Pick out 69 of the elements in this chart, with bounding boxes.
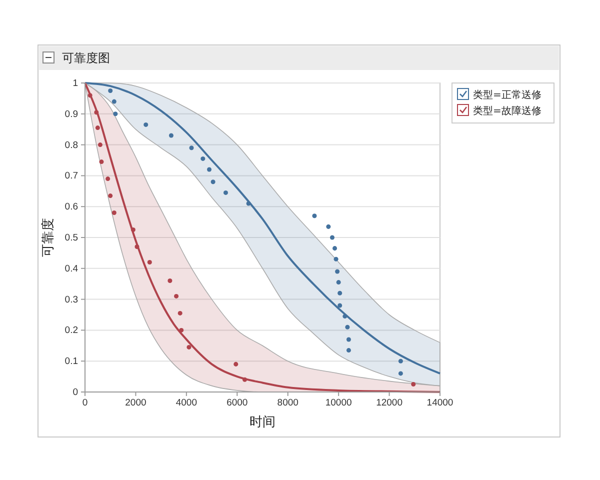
point bbox=[95, 126, 100, 130]
point bbox=[335, 269, 340, 274]
point bbox=[108, 194, 113, 198]
y-tick-label: 0.8 bbox=[64, 140, 78, 151]
x-tick-label: 4000 bbox=[176, 398, 197, 409]
x-tick-label: 12000 bbox=[376, 398, 402, 409]
point bbox=[174, 294, 179, 298]
y-tick-label: 0.3 bbox=[64, 294, 78, 306]
x-tick-label: 6000 bbox=[226, 398, 248, 409]
point bbox=[334, 256, 338, 262]
point bbox=[88, 93, 92, 98]
point bbox=[178, 310, 182, 316]
y-tick-label: 0.2 bbox=[64, 325, 78, 336]
point bbox=[200, 156, 206, 161]
point bbox=[168, 133, 174, 138]
point bbox=[147, 260, 152, 264]
x-axis-title: 时间 bbox=[250, 415, 276, 430]
x-tick-label: 0 bbox=[82, 398, 88, 409]
y-tick-label: 0.6 bbox=[64, 202, 78, 213]
point bbox=[246, 201, 251, 206]
point bbox=[168, 278, 172, 284]
point bbox=[342, 314, 348, 319]
point bbox=[94, 110, 99, 115]
x-tick-label: 2000 bbox=[125, 398, 146, 409]
point bbox=[206, 167, 212, 172]
point bbox=[242, 377, 248, 382]
point bbox=[134, 244, 140, 250]
point bbox=[346, 337, 351, 342]
point bbox=[108, 88, 113, 93]
point bbox=[338, 290, 342, 296]
point bbox=[186, 344, 192, 350]
x-tick-label: 8000 bbox=[277, 398, 298, 409]
point bbox=[234, 362, 238, 366]
x-tick-label: 14000 bbox=[426, 398, 454, 409]
point bbox=[330, 235, 334, 240]
point bbox=[189, 146, 194, 150]
point bbox=[112, 99, 116, 104]
point bbox=[112, 210, 116, 216]
point bbox=[332, 246, 338, 251]
legend-label: 类型=故障送修 bbox=[473, 105, 542, 117]
point bbox=[345, 324, 350, 330]
point bbox=[179, 328, 184, 332]
y-tick-label: 0.4 bbox=[64, 263, 78, 274]
x-tick-label: 10000 bbox=[325, 398, 352, 409]
point bbox=[326, 224, 331, 229]
point bbox=[144, 122, 148, 127]
chart-title: 可靠度图 bbox=[62, 51, 110, 65]
y-tick-label: 1 bbox=[72, 78, 78, 90]
point bbox=[223, 190, 228, 195]
y-tick-label: 0.1 bbox=[64, 356, 78, 368]
point bbox=[106, 176, 110, 182]
y-tick-label: 0 bbox=[72, 387, 78, 398]
legend-label: 类型=正常送修 bbox=[473, 89, 542, 101]
point bbox=[312, 214, 317, 218]
point bbox=[210, 180, 216, 184]
point bbox=[336, 280, 341, 285]
y-axis-title: 可靠度 bbox=[40, 218, 56, 257]
point bbox=[99, 160, 104, 164]
point bbox=[130, 228, 136, 232]
point bbox=[398, 371, 403, 376]
point bbox=[346, 348, 351, 353]
point bbox=[98, 142, 102, 148]
point bbox=[411, 382, 416, 387]
y-tick-label: 0.7 bbox=[64, 170, 78, 182]
point bbox=[338, 303, 342, 308]
y-tick-label: 0.9 bbox=[64, 108, 78, 120]
y-tick-label: 0.5 bbox=[64, 232, 78, 244]
point bbox=[398, 358, 403, 364]
point bbox=[113, 112, 118, 116]
